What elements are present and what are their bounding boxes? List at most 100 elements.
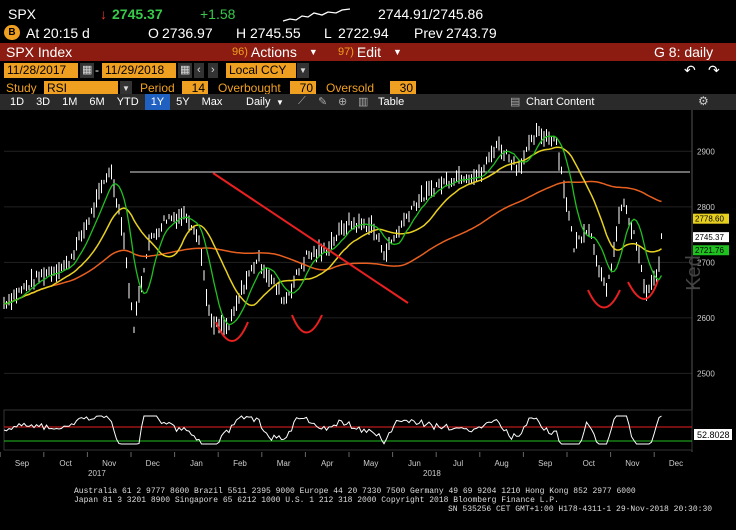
calendar-end-icon[interactable]: ▦ [178, 63, 193, 78]
date-controls: 11/28/2017 ▦ - 11/29/2018 ▦ ‹ › Local CC… [0, 62, 736, 79]
price-tag-label: 2745.37 [695, 233, 724, 242]
footer-line-3: SN 535256 CET GMT+1:00 H178-4311-1 29-No… [448, 505, 713, 514]
chart-content-icon[interactable]: ▤ [510, 96, 521, 108]
period-tabs: 1D 3D 1M 6M YTD 1Y 5Y Max [4, 94, 228, 110]
next-range-icon[interactable]: › [208, 63, 218, 78]
x-tick-label: Jun [408, 459, 421, 468]
x-tick-label: May [363, 459, 378, 468]
end-date-field[interactable]: 11/29/2018 [102, 63, 176, 78]
year-label: 2018 [423, 469, 441, 478]
rsi-value-tag [694, 429, 732, 440]
security-name[interactable]: SPX Index [6, 44, 73, 60]
edit-menu[interactable]: 97) Edit ▼ [338, 43, 402, 61]
trough-annotation-3 [587, 289, 621, 309]
high-value: 2745.55 [250, 25, 301, 41]
rsi-line [3, 415, 662, 445]
price-tag-label: 2778.60 [695, 215, 724, 224]
footer-line-2: Japan 81 3 3201 8900 Singapore 65 6212 1… [74, 496, 559, 505]
oversold-field[interactable]: 30 [390, 80, 416, 96]
x-tick-label: Feb [233, 459, 247, 468]
price-chart[interactable]: 2500 2600 2700 2800 2900 Ked 2778.60 2745.37 2… [0, 110, 736, 487]
line-tool-icon[interactable]: ⟋ [298, 95, 306, 107]
x-tick-label: Oct [583, 459, 596, 468]
x-tick-label: Dec [146, 459, 160, 468]
y-tick-label: 2700 [697, 258, 715, 267]
watermark-text: Ked [683, 255, 705, 291]
actions-menu[interactable]: 96) Actions ▼ [232, 43, 318, 61]
x-tick-label: Jan [190, 459, 203, 468]
downtrend-line [212, 172, 409, 304]
open-label: O [148, 25, 159, 41]
ma-long-line [3, 180, 662, 305]
tab-max[interactable]: Max [201, 96, 223, 108]
y-tick-label: 2500 [697, 369, 715, 378]
actions-dropdown-icon: ▼ [308, 47, 318, 57]
currency-dropdown-icon[interactable]: ▼ [297, 63, 309, 78]
price-tag-box [693, 213, 729, 224]
undo-icon[interactable]: ↶ [684, 62, 696, 78]
ma-short-line [3, 135, 663, 326]
low-label: L [324, 25, 332, 41]
price-tag-box [693, 245, 729, 256]
down-arrow-icon: ↓ [100, 6, 107, 22]
y-tick-label: 2800 [697, 203, 715, 212]
ohlc-row: B At 20:15 d O 2736.97 H 2745.55 L 2722.… [0, 24, 736, 42]
y-tick-label: 2900 [697, 147, 715, 156]
x-tick-label: Sep [15, 459, 30, 468]
tab-3d[interactable]: 3D [36, 96, 51, 108]
bloomberg-logo-icon: B [4, 25, 20, 40]
tab-1m[interactable]: 1M [62, 96, 78, 108]
x-tick-label: Jul [453, 459, 463, 468]
bid-ask: 2744.91/2745.86 [378, 6, 484, 22]
calendar-icon[interactable]: ▦ [80, 63, 95, 78]
date-separator: - [94, 63, 100, 78]
open-value: 2736.97 [162, 25, 213, 41]
ticker-symbol: SPX [8, 6, 37, 22]
study-select[interactable]: RSI [44, 80, 118, 96]
actions-number: 96) [232, 46, 248, 58]
start-date-field[interactable]: 11/28/2017 [4, 63, 78, 78]
period-field[interactable]: 14 [182, 80, 208, 96]
overbought-label: Overbought [218, 81, 281, 95]
annotate-tool-icon[interactable]: ✎ [318, 96, 328, 108]
footer-line-1: Australia 61 2 9777 8600 Brazil 5511 239… [74, 487, 636, 496]
year-label: 2017 [88, 469, 106, 478]
oversold-label: Oversold [326, 81, 375, 95]
x-tick-label: Nov [625, 459, 639, 468]
frequency-dropdown-icon[interactable]: ▼ [276, 98, 284, 107]
table-button[interactable]: Table [378, 96, 405, 108]
tab-1d[interactable]: 1D [10, 96, 25, 108]
trough-annotation-2 [291, 314, 323, 334]
settings-gear-icon[interactable]: ⚙ [698, 94, 709, 108]
redo-icon[interactable]: ↷ [708, 62, 720, 78]
prev-value: 2743.79 [446, 25, 497, 41]
chart-content-button[interactable]: Chart Content [526, 96, 595, 108]
study-controls: Study RSI ▼ Period 14 Overbought 70 Over… [0, 80, 736, 96]
frequency-select[interactable]: Daily [246, 96, 271, 108]
overbought-field[interactable]: 70 [290, 80, 316, 96]
prev-label: Prev [414, 25, 443, 41]
ticker-row: SPX ↓ 2745.37 +1.58 2744.91/2745.86 [0, 4, 736, 24]
tab-5y[interactable]: 5Y [176, 96, 190, 108]
zoom-tool-icon[interactable]: ⊕ [338, 96, 348, 108]
study-dropdown-icon[interactable]: ▼ [120, 80, 132, 96]
x-tick-label: Apr [321, 459, 334, 468]
study-label: Study [6, 81, 37, 95]
tab-6m[interactable]: 6M [89, 96, 105, 108]
tab-1y[interactable]: 1Y [144, 94, 171, 110]
currency-select[interactable]: Local CCY [226, 63, 296, 78]
period-label: Period [140, 81, 175, 95]
last-price: 2745.37 [112, 6, 163, 22]
low-value: 2722.94 [338, 25, 389, 41]
actions-label: Actions [250, 44, 297, 60]
x-tick-label: Sep [538, 459, 553, 468]
tab-ytd[interactable]: YTD [116, 96, 139, 108]
price-bars [3, 123, 662, 336]
y-tick-label: 2600 [697, 314, 715, 323]
prev-range-icon[interactable]: ‹ [194, 63, 204, 78]
ma-mid-line [3, 146, 662, 307]
footer: Australia 61 2 9777 8600 Brazil 5511 239… [0, 487, 736, 530]
price-tag-label: 2721.76 [695, 246, 724, 255]
x-tick-label: Dec [669, 459, 683, 468]
bar-tool-icon[interactable]: ▥ [358, 96, 369, 108]
